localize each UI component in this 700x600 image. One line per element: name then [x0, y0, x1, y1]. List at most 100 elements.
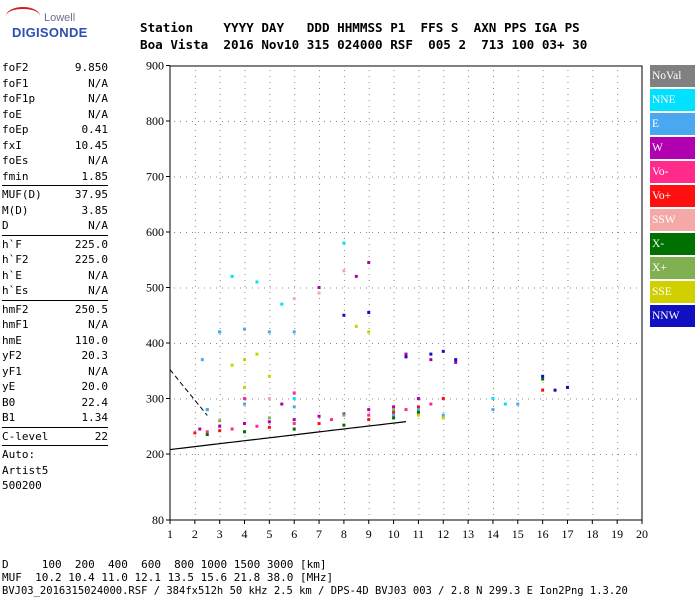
grid-dot [330, 343, 331, 344]
grid-dot [343, 76, 345, 77]
grid-dot [393, 436, 395, 437]
grid-dot [542, 490, 544, 491]
grid-dot [384, 232, 385, 233]
grid-dot [443, 460, 445, 461]
grid-dot [418, 76, 420, 77]
grid-dot [269, 466, 271, 467]
grid-dot [368, 334, 370, 335]
grid-dot [468, 454, 469, 455]
grid-dot [368, 250, 370, 251]
legend: NoVal NNE E W Vo- Vo+ SSW X- X+ SSE NNW [650, 65, 695, 329]
grid-dot [517, 142, 519, 143]
grid-dot [222, 287, 223, 289]
grid-dot [418, 256, 420, 257]
grid-dot [319, 124, 321, 125]
grid-dot [617, 196, 619, 197]
grid-dot [194, 214, 196, 215]
grid-dot [234, 176, 235, 178]
grid-dot [540, 121, 541, 122]
grid-dot [418, 322, 420, 323]
param-row: hmE 110.0 [2, 333, 108, 349]
grid-dot [617, 340, 619, 341]
grid-dot [617, 454, 619, 455]
grid-dot [244, 250, 246, 251]
grid-dot [194, 448, 196, 449]
grid-dot [372, 176, 373, 178]
grid-dot [312, 287, 313, 289]
grid-dot [294, 220, 296, 221]
grid-dot [542, 142, 544, 143]
grid-dot [480, 398, 481, 400]
grid-dot [368, 430, 370, 431]
grid-dot [498, 232, 499, 233]
grid-dot [393, 496, 395, 497]
grid-dot [343, 400, 345, 401]
grid-dot [517, 130, 519, 131]
grid-dot [393, 160, 395, 161]
trace-point [255, 352, 259, 356]
grid-dot [517, 76, 519, 77]
grid-dot [468, 316, 470, 317]
grid-dot [542, 88, 544, 89]
grid-dot [319, 454, 321, 455]
grid-dot [612, 454, 613, 455]
grid-dot [592, 322, 594, 323]
grid-dot [368, 454, 370, 455]
trace-point [367, 413, 371, 417]
grid-dot [324, 176, 325, 178]
trace-point [218, 429, 222, 433]
grid-dot [606, 176, 607, 178]
grid-dot [517, 406, 519, 407]
grid-dot [450, 232, 451, 233]
grid-dot [592, 166, 594, 167]
trace-point [367, 418, 371, 422]
grid-dot [540, 398, 541, 400]
grid-dot [219, 298, 221, 299]
grid-dot [517, 322, 519, 323]
grid-dot [542, 412, 544, 413]
grid-dot [194, 142, 196, 143]
grid-dot [393, 190, 395, 191]
grid-dot [517, 400, 519, 401]
grid-dot [418, 346, 420, 347]
grid-dot [234, 398, 235, 400]
grid-dot [384, 454, 385, 455]
grid-dot [198, 454, 199, 455]
grid-dot [194, 328, 196, 329]
grid-dot [219, 196, 221, 197]
grid-dot [576, 121, 577, 122]
grid-dot [468, 232, 469, 233]
grid-dot [542, 328, 544, 329]
grid-dot [570, 176, 571, 178]
grid-dot [468, 280, 470, 281]
grid-dot [219, 424, 221, 425]
grid-dot [592, 280, 594, 281]
grid-dot [216, 343, 217, 344]
grid-dot [319, 88, 321, 89]
param-value: N/A [88, 219, 108, 232]
grid-dot [402, 343, 403, 344]
grid-dot [498, 398, 499, 400]
grid-dot [244, 490, 246, 491]
grid-dot [269, 160, 271, 161]
grid-dot [542, 514, 544, 515]
grid-dot [194, 502, 196, 503]
grid-dot [468, 358, 470, 359]
grid-dot [517, 376, 519, 377]
grid-dot [288, 121, 289, 122]
grid-dot [294, 250, 296, 251]
x-tick-label: 16 [537, 527, 549, 541]
grid-dot [542, 352, 544, 353]
grid-dot [588, 454, 589, 455]
grid-dot [194, 466, 196, 467]
grid-dot [343, 280, 345, 281]
grid-dot [418, 316, 420, 317]
grid-dot [342, 121, 343, 122]
grid-dot [592, 484, 594, 485]
grid-dot [186, 398, 187, 400]
grid-dot [443, 106, 445, 107]
grid-dot [600, 287, 601, 289]
grid-dot [468, 394, 470, 395]
grid-dot [378, 343, 379, 344]
grid-dot [393, 70, 395, 71]
